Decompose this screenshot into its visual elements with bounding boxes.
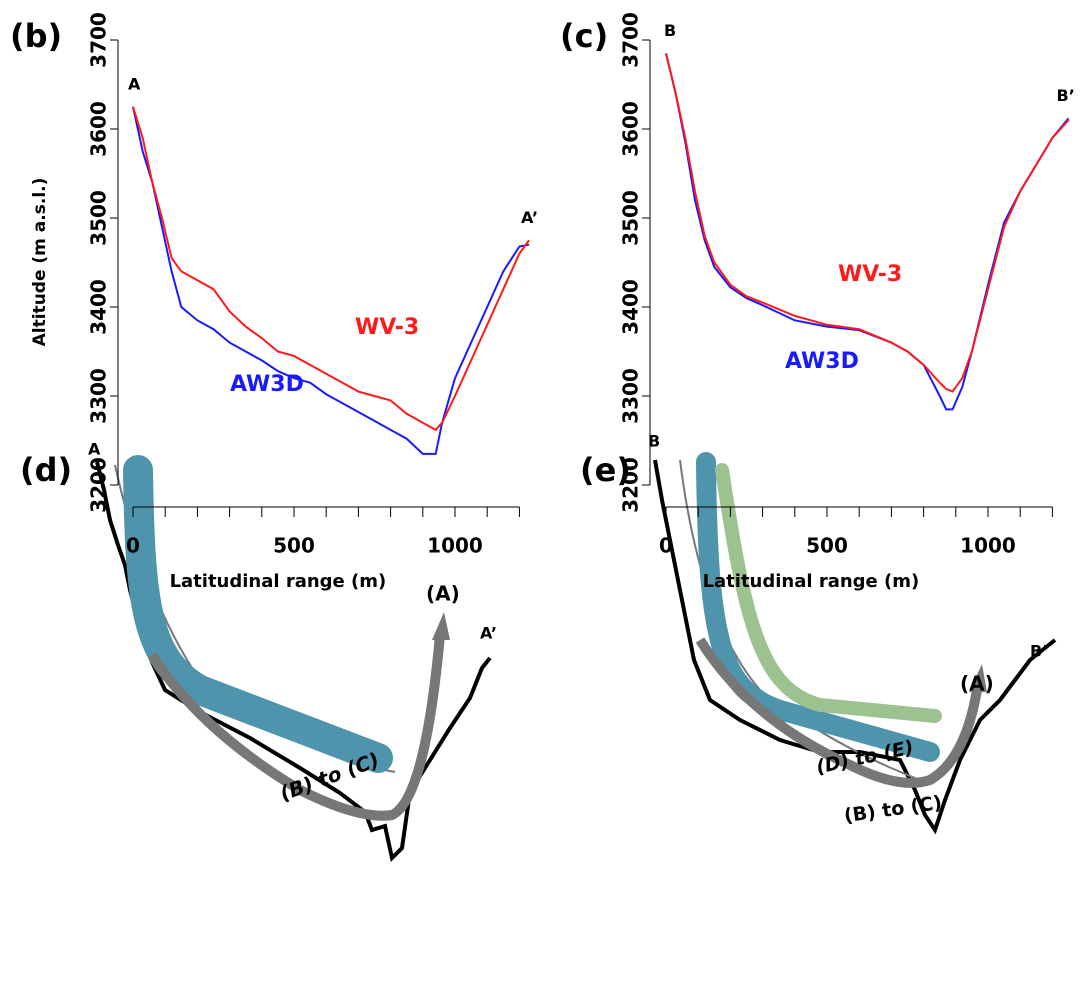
start-label: B [664, 21, 676, 40]
series-line [665, 53, 1070, 411]
arrowhead [969, 664, 987, 692]
y-tick-label: 3700 [619, 12, 643, 68]
y-tick-label: 3600 [619, 101, 643, 157]
start-label: A [88, 440, 101, 459]
arrow [147, 634, 445, 821]
series-label: AW3D [230, 372, 304, 397]
y-tick-label: 3400 [87, 279, 111, 335]
x-axis-label: Latitudinal range (m) [703, 571, 920, 592]
end-label: B’ [1030, 642, 1048, 661]
end-label: B’ [1057, 86, 1075, 105]
end-label: A’ [521, 208, 538, 227]
y-tick-label: 3200 [87, 457, 111, 513]
y-tick-label: 3500 [619, 190, 643, 246]
series-line [132, 106, 530, 455]
panel-label: (e) [580, 451, 631, 489]
series-label: AW3D [785, 349, 859, 374]
end-label: A’ [480, 624, 497, 643]
series-label: WV-3 [355, 315, 419, 340]
y-axis-label: Altitude (m a.s.l.) [30, 178, 50, 347]
x-tick-label: 500 [273, 534, 315, 558]
panel-label: (b) [10, 17, 62, 55]
profile [95, 461, 492, 863]
x-tick-label: 500 [806, 534, 848, 558]
y-tick-label: 3700 [87, 12, 111, 68]
band-label: (B) to (C) [277, 748, 383, 806]
start-label: B [648, 432, 660, 451]
x-axis-label: Latitudinal range (m) [170, 571, 387, 592]
series-line [665, 53, 1070, 393]
x-tick-label: 0 [659, 534, 673, 558]
arrowhead [432, 612, 450, 640]
arrow-label: (A) [426, 582, 460, 606]
series-line [132, 106, 530, 432]
x-tick-label: 1000 [960, 534, 1016, 558]
y-tick-label: 3600 [87, 101, 111, 157]
band [715, 463, 942, 723]
start-label: A [128, 74, 141, 93]
panel-label: (d) [20, 451, 72, 489]
band [696, 452, 940, 762]
y-tick-label: 3300 [619, 368, 643, 424]
arrow-label: (A) [960, 672, 994, 696]
diagram-e: (e) B B’ (A) (D) to (E) (B) to (C) [580, 432, 1057, 835]
y-tick-label: 3500 [87, 190, 111, 246]
panel-label: (c) [560, 17, 608, 55]
band [123, 455, 393, 773]
arrow [695, 637, 982, 788]
y-tick-label: 3200 [619, 457, 643, 513]
y-tick-label: 3400 [619, 279, 643, 335]
series-label: WV-3 [838, 262, 902, 287]
profile [653, 459, 1057, 835]
y-tick-label: 3300 [87, 368, 111, 424]
x-tick-label: 0 [126, 534, 140, 558]
x-tick-label: 1000 [427, 534, 483, 558]
